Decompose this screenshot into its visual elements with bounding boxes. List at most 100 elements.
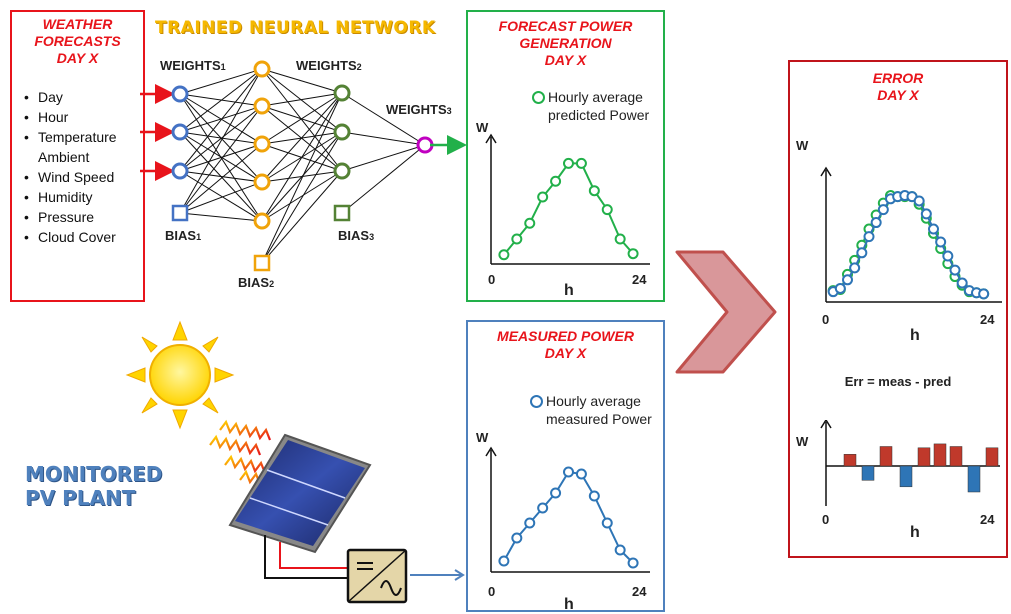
series-line (503, 162, 634, 256)
data-point (601, 517, 613, 529)
error-bar (899, 465, 913, 488)
data-point (511, 532, 523, 544)
data-point (942, 250, 954, 262)
input-arrows (140, 84, 175, 181)
neural-network-diagram (140, 60, 467, 272)
network-nodes (171, 60, 434, 272)
y-axis-arrow-icon (485, 446, 497, 457)
hidden2-node (333, 162, 351, 180)
data-point (550, 487, 562, 499)
weather-title-line1: WEATHER (42, 16, 113, 32)
connection-line (341, 144, 426, 214)
measured-title-line2: DAY X (544, 345, 587, 361)
hidden1-node (253, 135, 271, 153)
connection-line (179, 181, 263, 214)
connection-line (261, 131, 343, 264)
forecast-legend: Hourly average predicted Power (532, 88, 649, 124)
weights2-text: WEIGHTS (296, 58, 357, 73)
measured-x-min: 0 (488, 584, 496, 599)
measured-x-max: 24 (632, 584, 647, 599)
pv-plant-illustration (125, 320, 465, 604)
connection-line (179, 105, 263, 214)
weather-item-day: Day (24, 87, 143, 107)
data-point (575, 468, 587, 480)
error-y-label: W (796, 138, 809, 153)
data-point (856, 247, 868, 259)
data-point (498, 555, 510, 567)
connection-line (261, 68, 343, 94)
forecast-legend-line1: Hourly average (548, 89, 643, 105)
data-point (956, 277, 968, 289)
data-point (550, 175, 562, 187)
bias1-node (171, 204, 189, 222)
hidden1-node (253, 212, 271, 230)
error-title: ERROR DAY X (790, 70, 1006, 104)
bias3-sub: 3 (369, 232, 375, 242)
connection-line (261, 92, 343, 183)
error-x-label: h (910, 327, 920, 344)
weights3-sub: 3 (446, 106, 452, 116)
data-point (563, 466, 574, 478)
bias1-label: BIAS1 (165, 228, 201, 243)
weights2-label: WEIGHTS2 (296, 58, 362, 73)
data-point (588, 490, 600, 502)
data-point (870, 217, 882, 229)
bias3-label: BIAS3 (338, 228, 374, 243)
data-point (834, 282, 846, 294)
forecast-chart (485, 133, 650, 265)
data-point (627, 248, 639, 260)
weather-title: WEATHER FORECASTS DAY X (12, 16, 143, 67)
hidden1-node (253, 60, 271, 78)
data-point (863, 231, 875, 243)
hidden1-node (253, 173, 271, 191)
bias1-text: BIAS (165, 228, 197, 243)
pv-plant-title: MONITORED PV PLANT (25, 462, 162, 510)
pv-wires (264, 535, 465, 581)
data-point (563, 157, 574, 169)
data-point (614, 544, 626, 556)
data-point (949, 264, 961, 276)
error-x-min: 0 (822, 312, 830, 327)
weights3-text: WEIGHTS (386, 102, 447, 117)
forecast-y-label: W (476, 120, 489, 135)
weights1-label: WEIGHTS1 (160, 58, 226, 73)
connection-line (261, 92, 343, 107)
forecast-x-max: 24 (632, 272, 647, 287)
connection-line (179, 143, 263, 214)
connection-line (341, 92, 426, 146)
connection-line (179, 68, 263, 172)
connection-line (179, 105, 263, 172)
error-title-line1: ERROR (872, 70, 924, 86)
data-point (511, 233, 523, 245)
err-bar-x-max: 24 (980, 512, 995, 527)
data-point (575, 157, 587, 169)
bias2-text: BIAS (238, 275, 270, 290)
bias2-label: BIAS2 (238, 275, 274, 290)
error-bar-chart (820, 420, 1000, 506)
measured-y-label: W (476, 430, 489, 445)
bias3-text: BIAS (338, 228, 370, 243)
data-point (928, 223, 939, 235)
error-bar (985, 447, 999, 467)
err-bar-x-min: 0 (822, 512, 830, 527)
forecast-title-line3: DAY X (544, 52, 587, 68)
bias2-node (253, 254, 271, 272)
data-point (537, 502, 549, 514)
forecast-title: FORECAST POWER GENERATION DAY X (468, 18, 663, 69)
sun-icon (125, 320, 235, 430)
data-point (498, 249, 510, 261)
chevron-arrow-icon (675, 250, 777, 374)
weights1-sub: 1 (220, 62, 226, 72)
forecast-title-line1: FORECAST POWER (498, 18, 633, 34)
data-point (913, 195, 925, 207)
output-node (416, 136, 434, 154)
connection-line (261, 170, 343, 264)
y-axis-arrow-icon (485, 133, 497, 144)
series-line (503, 470, 634, 564)
bias1-sub: 1 (196, 232, 202, 242)
error-title-line2: DAY X (877, 87, 919, 103)
pv-title-line1: MONITORED (25, 462, 163, 486)
neural-network-title: TRAINED NEURAL NETWORK (155, 18, 436, 38)
connection-line (261, 92, 343, 222)
connection-line (179, 105, 263, 133)
